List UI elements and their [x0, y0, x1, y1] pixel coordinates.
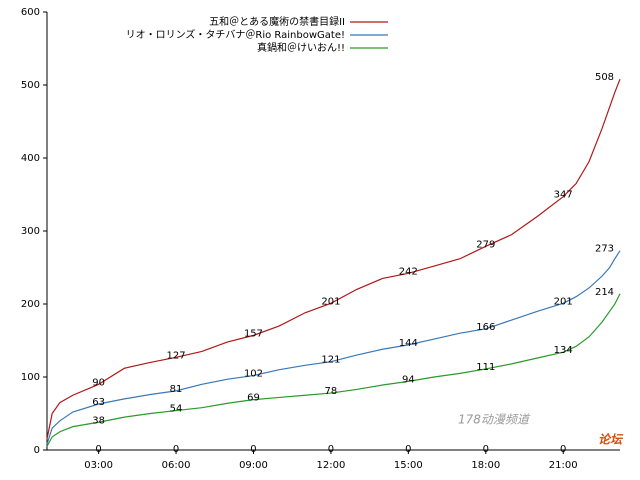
y-tick-label: 300	[21, 226, 40, 237]
data-label: 102	[244, 369, 263, 380]
legend-label: 五和＠とある魔術の禁書目録II	[209, 15, 345, 28]
data-label: 214	[595, 287, 614, 298]
data-label: 508	[595, 72, 614, 83]
x-tick-label: 18:00	[471, 460, 500, 471]
data-label: 273	[595, 244, 614, 255]
y-tick-label: 500	[21, 80, 40, 91]
y-tick-label: 100	[21, 372, 40, 383]
y-tick-label: 200	[21, 299, 40, 310]
zero-label: 0	[560, 444, 566, 455]
data-label: 69	[247, 393, 260, 404]
y-tick-label: 600	[21, 7, 40, 18]
data-label: 81	[170, 384, 183, 395]
series-line	[46, 78, 621, 440]
data-label: 90	[92, 377, 105, 388]
watermark-forum: 论坛	[598, 433, 624, 447]
legend-label: 真鍋和＠けいおん!!	[257, 41, 345, 54]
data-label: 111	[476, 362, 495, 373]
legend-label: リオ・ロリンズ・タチバナ＠Rio RainbowGate!	[126, 28, 345, 41]
data-label: 38	[92, 415, 105, 426]
data-label: 54	[170, 404, 183, 415]
zero-label: 0	[95, 444, 101, 455]
data-label: 347	[554, 190, 573, 201]
zero-label: 0	[483, 444, 489, 455]
x-tick-label: 09:00	[239, 460, 268, 471]
zero-label: 0	[173, 444, 179, 455]
x-tick-label: 06:00	[162, 460, 191, 471]
series-line	[46, 250, 621, 445]
zero-label: 0	[328, 444, 334, 455]
data-label: 134	[554, 345, 573, 356]
x-tick-label: 15:00	[394, 460, 423, 471]
x-tick-label: 21:00	[549, 460, 578, 471]
data-label: 121	[321, 355, 340, 366]
y-tick-label: 400	[21, 153, 40, 164]
watermark-site: 178动漫频道	[458, 413, 531, 427]
data-label: 94	[402, 374, 415, 385]
data-label: 144	[399, 338, 418, 349]
data-label: 157	[244, 328, 263, 339]
data-label: 201	[554, 296, 573, 307]
y-tick-label: 0	[34, 445, 40, 456]
data-label: 279	[476, 239, 495, 250]
data-label: 201	[321, 296, 340, 307]
zero-label: 0	[250, 444, 256, 455]
series-line	[46, 293, 621, 447]
data-label: 242	[399, 266, 418, 277]
data-label: 63	[92, 397, 105, 408]
data-label: 127	[167, 350, 186, 361]
x-tick-label: 03:00	[84, 460, 113, 471]
data-label: 166	[476, 322, 495, 333]
data-label: 78	[325, 386, 338, 397]
x-tick-label: 12:00	[317, 460, 346, 471]
zero-label: 0	[405, 444, 411, 455]
